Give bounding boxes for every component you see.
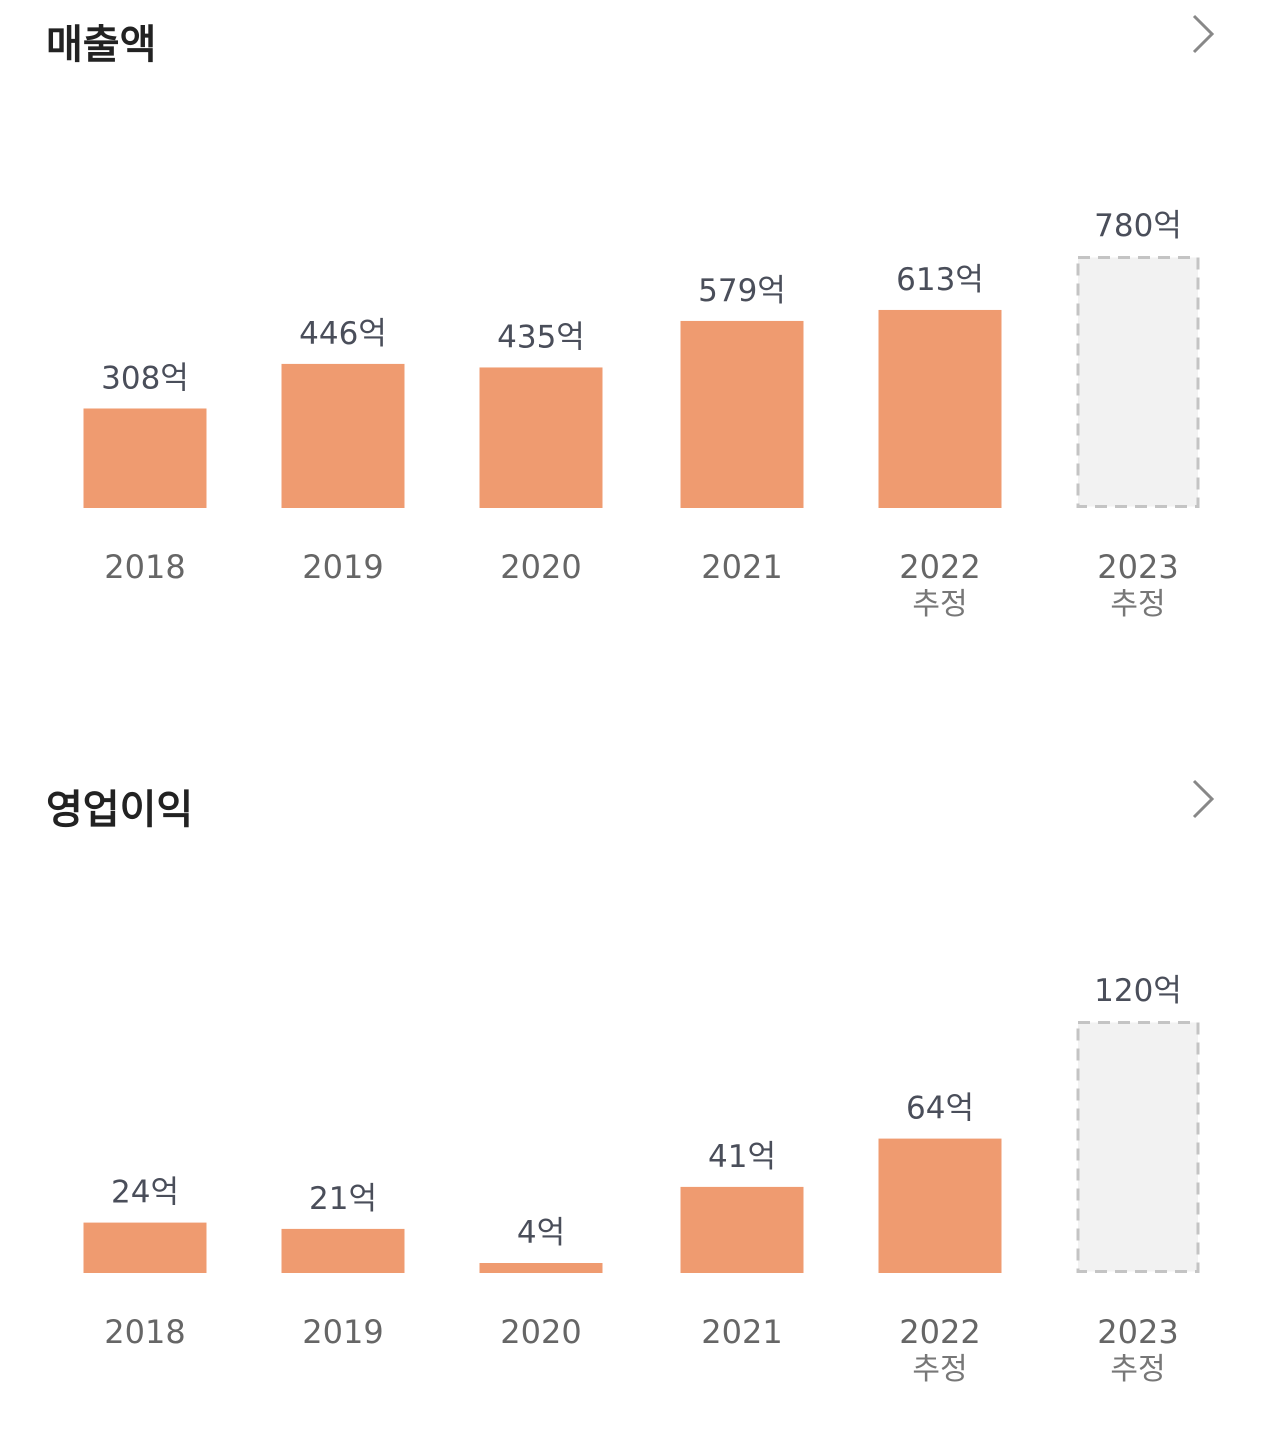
chevron-right-icon[interactable] [1186, 777, 1218, 821]
bar [281, 363, 405, 508]
revenue-chart: 308억 2018 446억 2019 435억 2020 579억 2021 613억 2022… [83, 208, 1200, 622]
x-tick-label: 2018 [104, 1313, 185, 1351]
value-label: 24억 [111, 1175, 179, 1211]
estimate-sublabel: 추정 [1110, 1352, 1165, 1387]
x-tick-label: 2021 [701, 1313, 782, 1351]
bar [479, 367, 603, 508]
x-tick-label: 2022 [899, 1313, 980, 1351]
estimate-sublabel: 추정 [912, 1352, 967, 1387]
value-label: 4억 [517, 1215, 565, 1251]
x-tick-label: 2019 [302, 1313, 383, 1351]
x-tick-label: 2020 [500, 548, 581, 586]
revenue-title: 매출액 [46, 22, 157, 68]
revenue-section: 매출액 308억 2018 446억 2019 435억 2020 579억 2021 613억… [0, 0, 1284, 680]
estimate-bar [1076, 256, 1200, 508]
chevron-right-icon[interactable] [1186, 12, 1218, 56]
value-label: 435억 [497, 319, 585, 355]
value-label: 446억 [299, 316, 387, 352]
bar [281, 1228, 405, 1273]
estimate-bar [1076, 1021, 1200, 1273]
bar [878, 1138, 1002, 1273]
value-label: 579억 [698, 273, 786, 309]
bar [83, 1222, 207, 1273]
x-tick-label: 2023 [1097, 548, 1178, 586]
x-tick-label: 2021 [701, 548, 782, 586]
value-label: 64억 [906, 1091, 974, 1127]
bar [83, 408, 207, 508]
bar [878, 309, 1002, 508]
operating-profit-title: 영업이익 [46, 787, 194, 833]
bar [479, 1263, 603, 1273]
bar [680, 320, 804, 508]
operating-profit-chart: 24억201821억20194억202041억202164억2022추정120억… [83, 973, 1200, 1387]
x-tick-label: 2018 [104, 548, 185, 586]
estimate-sublabel: 추정 [1110, 587, 1165, 622]
value-label: 41억 [708, 1139, 776, 1175]
value-label: 308억 [101, 360, 189, 396]
value-label: 613억 [896, 262, 984, 298]
value-label: 21억 [309, 1181, 377, 1217]
x-tick-label: 2022 [899, 548, 980, 586]
value-label: 780억 [1094, 208, 1182, 244]
x-tick-label: 2019 [302, 548, 383, 586]
x-tick-label: 2020 [500, 1313, 581, 1351]
bar [680, 1186, 804, 1273]
value-label: 120억 [1094, 973, 1182, 1009]
x-tick-label: 2023 [1097, 1313, 1178, 1351]
operating-profit-section: 영업이익 24억 2018 21억 2019 4억 2020 41억 2021 64억 2022 추… [0, 765, 1284, 1407]
estimate-sublabel: 추정 [912, 587, 967, 622]
